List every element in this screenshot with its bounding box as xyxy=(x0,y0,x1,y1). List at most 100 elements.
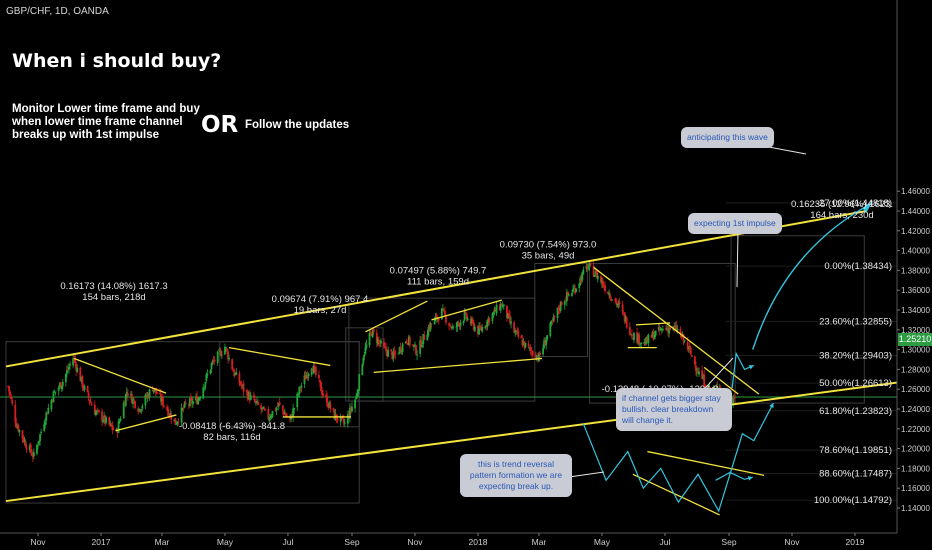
candle-body xyxy=(117,421,120,433)
candle-body xyxy=(268,417,271,421)
candle-body xyxy=(87,392,90,399)
candle-body xyxy=(36,445,38,454)
candle-body xyxy=(466,318,469,321)
candle-body xyxy=(297,394,300,396)
candle-body xyxy=(659,328,662,331)
candle-body xyxy=(269,417,272,418)
candle-body xyxy=(647,334,650,344)
candle-body xyxy=(24,441,27,448)
candle-body xyxy=(210,363,213,370)
candle-body xyxy=(499,303,502,311)
candle-body xyxy=(673,326,676,328)
candle-body xyxy=(408,336,411,346)
y-tick-label: 1.18000 xyxy=(901,464,930,473)
projection-main-arrowhead xyxy=(862,201,873,213)
y-tick-label: 1.16000 xyxy=(901,484,930,493)
candle-body xyxy=(245,390,248,392)
candle-body xyxy=(481,327,484,332)
candle-body xyxy=(595,270,598,279)
candle-body xyxy=(116,429,119,434)
candle-body xyxy=(328,402,331,408)
candle-body xyxy=(76,367,79,372)
candle-body xyxy=(212,360,215,362)
candle-body xyxy=(372,329,375,333)
candle-body xyxy=(21,430,24,439)
trendline-6 xyxy=(365,300,428,333)
callout-trend-reversal: this is trend reversal pattern formation… xyxy=(460,454,572,497)
candle-body xyxy=(683,340,686,342)
candle-body xyxy=(422,333,425,344)
candle-body xyxy=(414,344,416,347)
candle-body xyxy=(524,343,527,348)
price-axis-bg xyxy=(897,0,932,550)
candle-body xyxy=(57,387,60,391)
candle-body xyxy=(588,263,591,267)
candle-body xyxy=(665,328,667,329)
candle-body xyxy=(137,408,140,412)
candle-body xyxy=(651,332,654,337)
candle-body xyxy=(426,334,429,341)
candle-body xyxy=(235,372,238,375)
candle-body xyxy=(429,323,432,331)
candle-body xyxy=(600,276,602,283)
candle-body xyxy=(254,398,256,403)
x-tick-label: May xyxy=(594,537,611,547)
candle-body xyxy=(623,312,626,322)
callout-channel-bigger: if channel gets bigger stay bullish. cle… xyxy=(616,388,732,431)
candle-body xyxy=(43,424,46,431)
candle-body xyxy=(560,301,563,306)
candle-body xyxy=(23,440,26,443)
candle-body xyxy=(263,408,266,410)
candle-body xyxy=(488,317,491,323)
candle-body xyxy=(523,341,526,349)
candle-body xyxy=(412,344,414,346)
measure-bars: 111 bars, 159d xyxy=(407,276,469,287)
x-tick-label: 2018 xyxy=(469,537,488,547)
candle-body xyxy=(443,310,445,312)
candle-body xyxy=(112,428,115,431)
candle-body xyxy=(430,323,433,325)
candle-body xyxy=(148,389,151,398)
candle-body xyxy=(674,325,677,327)
candle-body xyxy=(531,351,534,356)
candle-body xyxy=(549,322,552,337)
y-tick-label: 1.38000 xyxy=(901,266,930,275)
candle-body xyxy=(629,334,632,335)
candle-body xyxy=(333,409,336,420)
projection-arrowhead-2 xyxy=(747,476,753,481)
candle-body xyxy=(478,327,480,335)
candle-body xyxy=(592,265,595,277)
candle-body xyxy=(646,336,649,342)
candle-body xyxy=(293,408,296,410)
candle-body xyxy=(552,317,555,321)
candle-body xyxy=(444,310,446,316)
candle-body xyxy=(141,405,144,409)
candle-body xyxy=(596,275,599,280)
candle-body xyxy=(183,402,186,408)
candle-body xyxy=(124,394,127,406)
candle-body xyxy=(638,334,641,345)
follow-text: Follow the updates xyxy=(245,119,350,131)
fib-label: 78.60%(1.19851) xyxy=(819,445,892,456)
candle-body xyxy=(516,329,519,332)
y-tick-label: 1.20000 xyxy=(901,445,930,454)
candle-body xyxy=(364,346,367,354)
candle-body xyxy=(326,396,329,407)
candle-body xyxy=(14,404,17,423)
candle-body xyxy=(687,346,690,348)
candle-body xyxy=(140,409,143,412)
candle-body xyxy=(618,301,621,304)
candle-body xyxy=(404,341,407,343)
candle-body xyxy=(593,275,596,278)
candle-body xyxy=(102,421,104,422)
candle-body xyxy=(125,391,128,394)
candle-body xyxy=(394,353,397,355)
candle-body xyxy=(603,286,605,288)
candle-body xyxy=(8,386,10,392)
candle-body xyxy=(347,414,350,418)
candle-body xyxy=(529,347,532,351)
candle-body xyxy=(500,303,503,306)
candle-body xyxy=(371,329,374,338)
candle-body xyxy=(594,271,597,275)
candle-body xyxy=(464,311,467,313)
